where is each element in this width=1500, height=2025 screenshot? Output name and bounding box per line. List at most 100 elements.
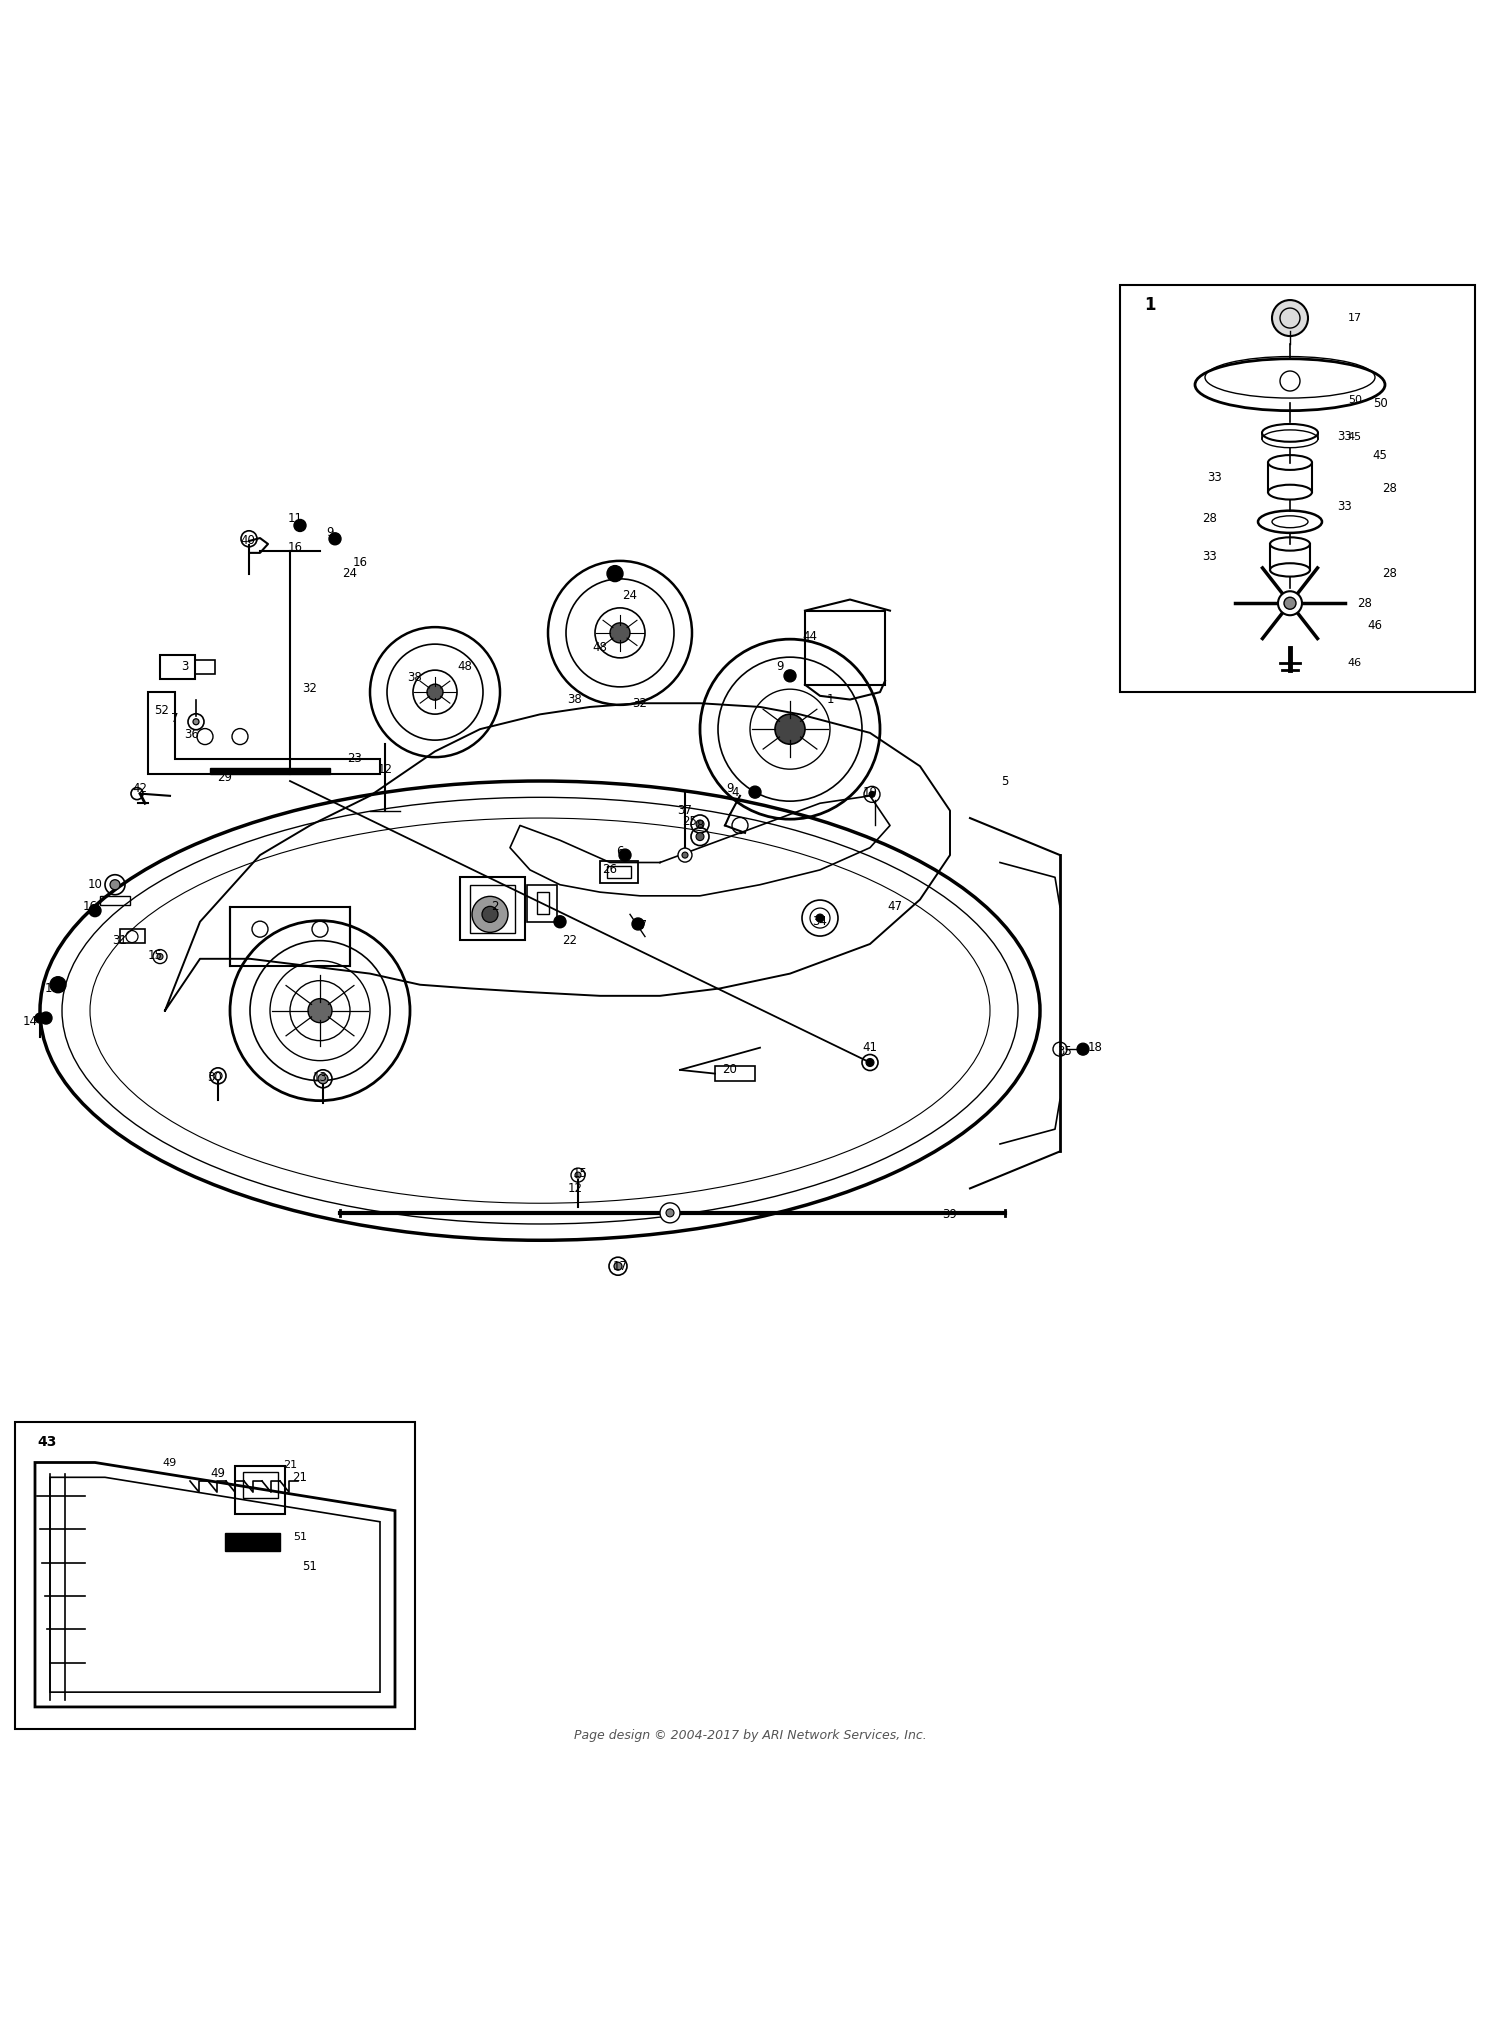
Circle shape [554,915,566,927]
Text: 33: 33 [1338,429,1353,443]
Circle shape [620,848,632,861]
Text: 4: 4 [732,786,738,798]
Bar [537,893,549,915]
Text: 21: 21 [292,1470,308,1484]
Circle shape [34,1012,45,1023]
Circle shape [682,853,688,859]
Circle shape [294,520,306,531]
Text: 52: 52 [154,705,170,717]
Text: 38: 38 [408,670,423,684]
Circle shape [865,1059,874,1067]
Text: 42: 42 [132,782,147,796]
Text: 34: 34 [813,915,828,927]
Bar [15,1422,416,1729]
Bar [806,612,885,684]
Circle shape [816,913,824,921]
Bar [160,656,195,678]
Text: 3: 3 [182,660,189,672]
Text: 48: 48 [458,660,472,672]
Text: 29: 29 [217,772,232,784]
Text: 28: 28 [1358,597,1372,610]
Text: 40: 40 [240,535,255,547]
Text: 28: 28 [1203,512,1218,524]
Text: 12: 12 [567,1183,582,1195]
Circle shape [88,905,101,917]
Circle shape [50,976,66,992]
Circle shape [158,954,164,960]
Text: 11: 11 [288,512,303,524]
Bar [1120,286,1474,693]
Text: 18: 18 [1088,1041,1102,1055]
Text: 19: 19 [862,786,877,798]
Text: 9: 9 [726,782,734,796]
Bar [100,895,130,905]
Circle shape [482,907,498,921]
Text: 48: 48 [592,642,608,654]
Text: 2: 2 [492,901,498,913]
Circle shape [666,1209,674,1217]
Bar [230,907,350,966]
Text: 21: 21 [284,1460,297,1470]
Circle shape [214,1071,222,1079]
Text: 16: 16 [352,557,368,569]
Text: Page design © 2004-2017 by ARI Network Services, Inc.: Page design © 2004-2017 by ARI Network S… [573,1729,927,1742]
Circle shape [1272,300,1308,336]
Bar [716,1067,754,1081]
Bar [600,861,638,883]
FancyArrow shape [340,1209,1005,1217]
Text: 50: 50 [1348,395,1362,405]
Text: 16: 16 [82,901,98,913]
Circle shape [784,670,796,682]
Circle shape [1077,1043,1089,1055]
Bar [608,867,631,879]
Text: 22: 22 [562,934,578,948]
Text: 30: 30 [207,1071,222,1083]
Circle shape [1284,597,1296,610]
Circle shape [608,565,622,581]
Text: 25: 25 [682,816,698,828]
Circle shape [748,786,760,798]
Circle shape [40,1012,53,1025]
Text: 51: 51 [303,1559,318,1573]
Text: 31: 31 [112,934,128,948]
Text: 20: 20 [723,1063,738,1077]
Text: 1: 1 [1144,296,1155,314]
Circle shape [632,917,644,929]
Text: 46: 46 [1368,620,1383,632]
Text: 5: 5 [1002,774,1008,788]
Text: 10: 10 [87,879,102,891]
Circle shape [776,715,806,743]
Circle shape [696,832,703,840]
Bar [243,1472,278,1498]
Text: 50: 50 [1372,397,1388,409]
Bar [460,877,525,940]
Text: 45: 45 [1348,431,1362,441]
Text: 38: 38 [567,693,582,707]
Text: 15: 15 [147,948,162,962]
Circle shape [318,1073,328,1083]
Text: 14: 14 [22,1015,38,1029]
Text: 12: 12 [378,763,393,776]
Text: 47: 47 [888,901,903,913]
Circle shape [610,624,630,642]
Bar [526,885,556,921]
Circle shape [1278,591,1302,616]
Text: 28: 28 [1383,482,1398,494]
Circle shape [110,879,120,889]
Text: 26: 26 [603,863,618,877]
Text: 45: 45 [1372,450,1388,462]
Circle shape [660,1203,680,1223]
Text: 32: 32 [303,682,318,695]
Text: 1: 1 [827,693,834,707]
Text: 15: 15 [573,1166,588,1181]
Text: 24: 24 [342,567,357,579]
Text: 24: 24 [622,589,638,601]
Text: 36: 36 [184,727,200,741]
Text: 17: 17 [1348,314,1362,324]
Circle shape [678,848,692,863]
Text: 32: 32 [633,697,648,709]
Circle shape [427,684,442,701]
Text: 27: 27 [633,919,648,932]
Circle shape [472,897,508,932]
Bar [210,767,330,774]
